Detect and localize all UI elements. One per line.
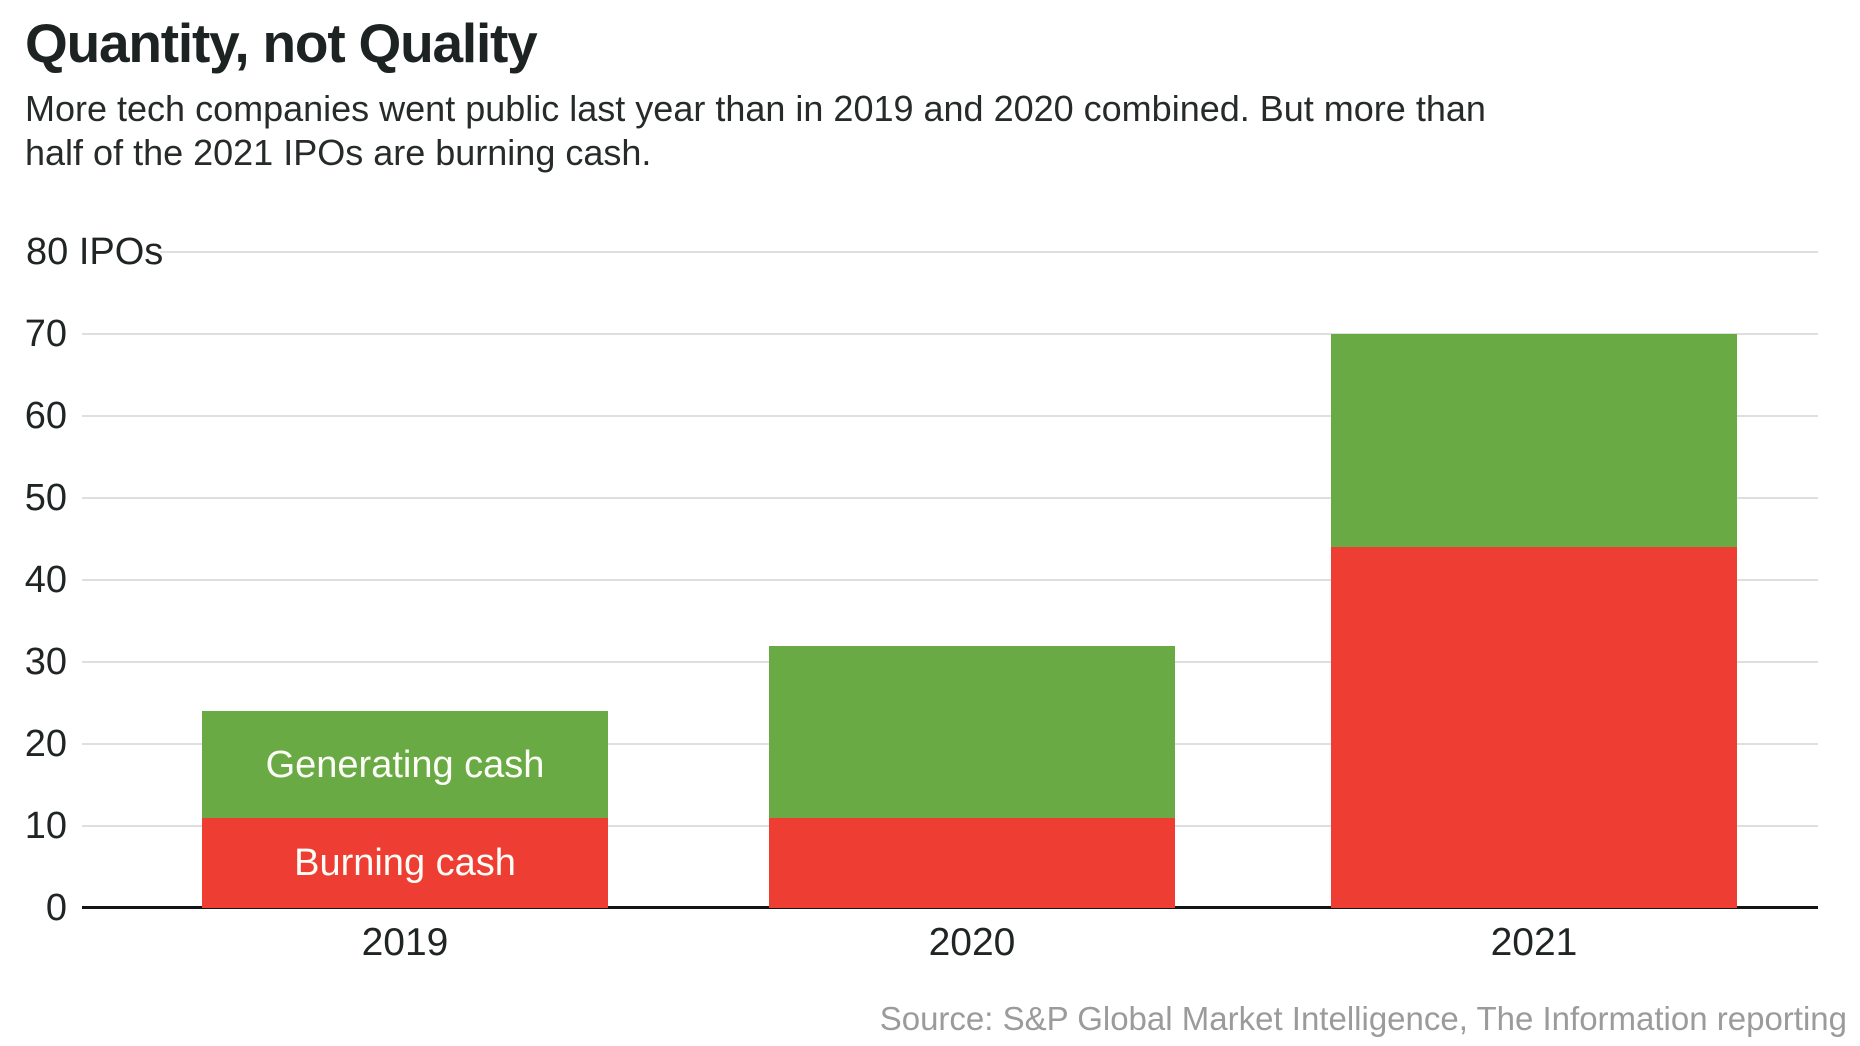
y-tick-label-20: 20: [24, 723, 67, 765]
gridline-60: [82, 415, 1818, 417]
chart-title: Quantity, not Quality: [25, 12, 538, 74]
y-tick-label-50: 50: [24, 477, 67, 519]
gridline-40: [82, 579, 1818, 581]
bar-2020-burning-segment: [769, 818, 1175, 908]
y-tick-label-0: 0: [45, 887, 67, 929]
bar-2019-burning-segment: [202, 818, 608, 908]
y-tick-label-40: 40: [24, 559, 67, 601]
x-tick-label-2021: 2021: [1490, 921, 1578, 964]
bar-2019-generating-segment: [202, 711, 608, 818]
x-tick-label-2020: 2020: [928, 921, 1016, 964]
subtitle-line-1: More tech companies went public last yea…: [25, 88, 1486, 129]
label-generating-cash: Generating cash: [265, 743, 545, 786]
bar-2021-burning-segment: [1331, 547, 1737, 908]
gridline-50: [82, 497, 1818, 499]
bar-2021-generating-segment: [1331, 334, 1737, 547]
y-tick-label-70: 70: [24, 313, 67, 355]
gridline-70: [82, 333, 1818, 335]
gridline-80: [160, 251, 1818, 253]
y-tick-label-80: 80 IPOs: [26, 231, 164, 273]
y-tick-label-10: 10: [24, 805, 67, 847]
chart-subtitle: More tech companies went public last yea…: [25, 87, 1486, 175]
label-burning-cash: Burning cash: [294, 842, 516, 884]
bar-2020-generating-segment: [769, 646, 1175, 818]
y-tick-label-30: 30: [24, 641, 67, 683]
source-attribution: Source: S&P Global Market Intelligence, …: [879, 1000, 1847, 1037]
x-tick-label-2019: 2019: [361, 921, 449, 964]
y-tick-label-60: 60: [24, 395, 67, 437]
subtitle-line-2: half of the 2021 IPOs are burning cash.: [25, 132, 652, 173]
